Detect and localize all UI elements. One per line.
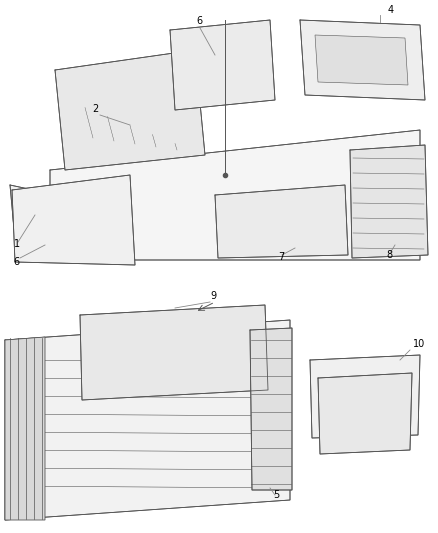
Polygon shape	[10, 185, 95, 260]
Polygon shape	[300, 20, 425, 100]
Polygon shape	[5, 337, 45, 520]
Polygon shape	[315, 35, 408, 85]
Polygon shape	[50, 130, 420, 260]
Polygon shape	[250, 328, 292, 490]
Polygon shape	[5, 320, 290, 520]
Polygon shape	[12, 175, 135, 265]
Polygon shape	[310, 355, 420, 438]
Text: 8: 8	[386, 250, 392, 260]
Polygon shape	[80, 305, 268, 400]
Text: 4: 4	[388, 5, 394, 15]
Polygon shape	[350, 145, 428, 258]
Text: 10: 10	[413, 339, 425, 349]
Text: 9: 9	[210, 291, 216, 301]
Polygon shape	[215, 185, 348, 258]
Text: 6: 6	[196, 16, 202, 26]
Text: 1: 1	[14, 239, 20, 249]
Text: 2: 2	[92, 104, 98, 114]
Polygon shape	[170, 20, 275, 110]
Text: 6: 6	[13, 257, 19, 267]
Polygon shape	[55, 50, 205, 170]
Text: 7: 7	[278, 252, 284, 262]
Text: 5: 5	[273, 490, 279, 500]
Polygon shape	[318, 373, 412, 454]
